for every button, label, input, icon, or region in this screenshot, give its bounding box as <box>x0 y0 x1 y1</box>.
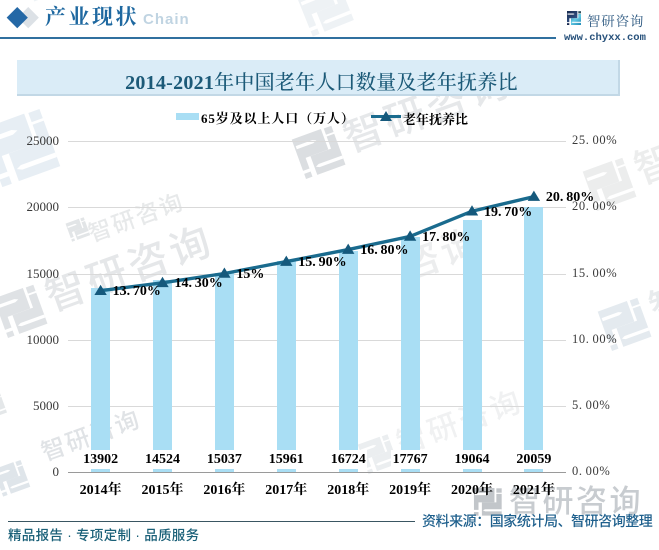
svg-text:智研咨询: 智研咨询 <box>644 231 659 333</box>
svg-text:智研咨询: 智研咨询 <box>40 218 220 320</box>
svg-text:智研咨询: 智研咨询 <box>629 91 659 193</box>
svg-text:智研咨询: 智研咨询 <box>509 484 643 519</box>
